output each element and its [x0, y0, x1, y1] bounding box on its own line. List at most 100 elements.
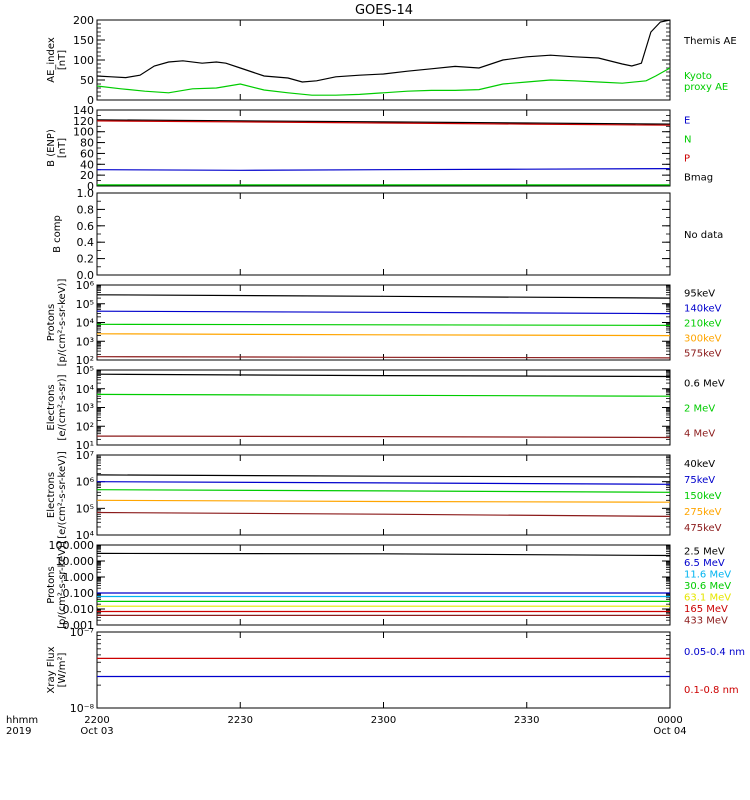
legend-entry: Bmag: [684, 173, 713, 184]
y-tick-label: 140: [73, 104, 94, 117]
series-line-475kev: [96, 511, 671, 518]
y-tick-label: 10⁴: [76, 317, 95, 330]
y-tick-label: 100: [73, 54, 94, 67]
legend-entry: 0.1-0.8 nm: [684, 685, 739, 696]
y-tick-label: 10⁵: [76, 298, 94, 311]
x-row-label-hhmm: hhmm: [6, 715, 38, 726]
y-tick-label: 100.000: [49, 539, 95, 552]
y-tick-label: 0.2: [77, 253, 95, 266]
y-axis-label: Protons[p/(cm²-s-sr-keV)]: [46, 279, 68, 367]
y-tick-label: 60: [80, 147, 94, 160]
y-tick-label: 0: [87, 180, 94, 193]
x-tick-label: 2300: [371, 715, 396, 726]
chart-title: GOES-14: [355, 3, 413, 18]
series-line-140kev: [96, 310, 671, 315]
legend-entry: 575keV: [684, 349, 722, 360]
x-tick-label: 2330: [514, 715, 539, 726]
legend-entry: 30.6 MeV: [684, 581, 731, 592]
y-tick-label: 100: [73, 126, 94, 139]
y-tick-label: 10³: [76, 402, 94, 415]
y-tick-label: 0.6: [77, 220, 95, 233]
y-tick-label: 50: [80, 74, 94, 87]
y-tick-label: 10⁵: [76, 364, 94, 377]
legend-entry: 433 MeV: [684, 615, 728, 626]
panel-electrons_mev: 10¹ 10² 10³ 10⁴ 10⁵ Electrons[e/(cm²-s-sr)] 0.…: [46, 364, 725, 452]
series-line-210kev: [96, 323, 671, 326]
y-tick-label: 0.4: [77, 236, 95, 249]
legend-entry: 165 MeV: [684, 604, 728, 615]
x-tick-date: Oct 03: [80, 726, 113, 737]
y-tick-label: 0.0: [77, 269, 95, 282]
y-tick-label: 10⁵: [76, 502, 94, 515]
legend-entry: 40keV: [684, 459, 715, 470]
y-tick-label: 200: [73, 14, 94, 27]
series-line-2.5-mev: [96, 552, 671, 557]
series-line-0.6-mev: [96, 373, 671, 378]
y-tick-label: 10⁴: [76, 383, 95, 396]
legend-entry: 475keV: [684, 523, 722, 534]
y-tick-label: 10.000: [56, 555, 95, 568]
y-tick-label: 10¹: [76, 439, 94, 452]
y-axis-label: Protons[p/(cm²-s-sr-keV)]: [46, 541, 68, 629]
panel-protons_high: 0.001 0.010 0.100 1.000 10.000 100.000Protons…: [46, 539, 731, 632]
series-line-575kev: [96, 356, 671, 359]
plot-frame: [96, 544, 671, 626]
y-tick-label: 1.000: [63, 571, 95, 584]
y-tick-label: 80: [80, 137, 94, 150]
plot-frame: [96, 19, 671, 101]
panel-electrons_kev: 10⁴ 10⁵ 10⁶ 10⁷ Electrons[e/(cm²-s-sr-keV)] 4…: [46, 449, 722, 542]
series-line-300kev: [96, 333, 671, 337]
y-tick-label: 20: [80, 169, 94, 182]
y-tick-label: 10⁶: [76, 279, 95, 292]
y-tick-label: 10⁻⁸: [70, 702, 95, 715]
legend-entry: N: [684, 135, 691, 146]
x-row-label-year: 2019: [6, 726, 31, 737]
legend-entry: 300keV: [684, 334, 722, 345]
legend-entry: 210keV: [684, 319, 722, 330]
legend-entry: E: [684, 116, 690, 127]
y-tick-label: 0.100: [63, 587, 95, 600]
plot-frame: [96, 192, 671, 276]
y-tick-label: 10²: [76, 420, 94, 433]
y-tick-label: 10²: [76, 354, 94, 367]
legend-entry: P: [684, 154, 690, 165]
y-tick-label: 120: [73, 115, 94, 128]
legend-entry: 95keV: [684, 289, 715, 300]
series-line-themis-ae: [96, 19, 671, 83]
y-tick-label: 10³: [76, 335, 94, 348]
series-line-75kev: [96, 481, 671, 485]
y-axis-label: Electrons[e/(cm²-s-sr)]: [46, 374, 68, 440]
legend-entry: 0.05-0.4 nm: [684, 647, 745, 658]
series-line-40kev: [96, 474, 671, 478]
x-tick-label: 0000: [657, 715, 682, 726]
x-tick-date: Oct 04: [653, 726, 686, 737]
y-axis-label: AE_index[nT]: [46, 37, 68, 83]
y-axis-label: B (ENP)[nT]: [46, 129, 68, 167]
y-tick-label: 0.8: [77, 203, 95, 216]
y-tick-label: 1.0: [77, 187, 95, 200]
y-tick-label: 10⁴: [76, 529, 95, 542]
legend-entry: 2.5 MeV: [684, 547, 725, 558]
x-tick-label: 2230: [228, 715, 253, 726]
plot-frame: [96, 631, 671, 709]
plot-frame: [96, 454, 671, 536]
panel-bcomp: 0.0 0.2 0.4 0.6 0.8 1.0 B comp No data: [52, 187, 723, 282]
legend-entry: 63.1 MeV: [684, 592, 731, 603]
series-line-150kev: [96, 489, 671, 493]
series-line-4-mev: [96, 435, 671, 439]
legend-entry: Kyoto proxy AE: [684, 71, 728, 93]
series-line-275kev: [96, 499, 671, 503]
series-line-e: [96, 168, 671, 171]
legend-entry: 6.5 MeV: [684, 558, 725, 569]
y-axis-label: Xray Flux[W/m²]: [46, 646, 68, 693]
y-tick-label: 0: [87, 94, 94, 107]
series-line-2-mev: [96, 393, 671, 397]
series-line-95kev: [96, 294, 671, 299]
legend-entry: 2 MeV: [684, 404, 715, 415]
legend-entry: 11.6 MeV: [684, 570, 731, 581]
